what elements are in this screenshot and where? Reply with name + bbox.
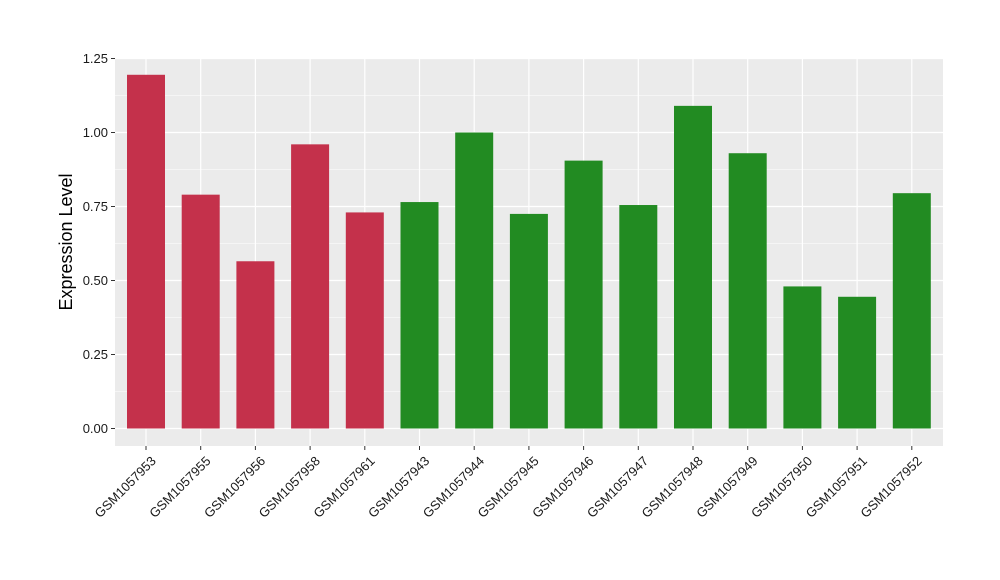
bar-GSM1057952 (892, 193, 931, 429)
bar-GSM1057948 (674, 105, 712, 429)
bars (127, 74, 931, 429)
y-tick-label: 1.25 (83, 51, 108, 66)
bar-GSM1057943 (400, 202, 439, 429)
y-tick-label: 0.00 (83, 421, 108, 436)
bar-GSM1057946 (564, 160, 603, 429)
y-axis: 0.00 0.25 0.50 0.75 1.00 1.25 (83, 51, 115, 436)
bar-GSM1057961 (345, 212, 384, 429)
bar-GSM1057950 (783, 286, 822, 429)
bar-GSM1057955 (181, 194, 220, 429)
x-axis: GSM1057953GSM1057955GSM1057956GSM1057958… (92, 446, 925, 521)
bar-GSM1057949 (728, 153, 767, 429)
y-tick-label: 0.75 (83, 199, 108, 214)
bar-GSM1057951 (838, 296, 877, 429)
bar-GSM1057947 (619, 205, 658, 429)
y-axis-title: Expression Level (56, 173, 76, 310)
y-tick-label: 1.00 (83, 125, 108, 140)
y-tick-label: 0.50 (83, 273, 108, 288)
bar-GSM1057956 (236, 261, 275, 429)
bar-GSM1057958 (291, 144, 330, 429)
bar-GSM1057953 (127, 74, 165, 429)
y-tick-label: 0.25 (83, 347, 108, 362)
bar-GSM1057945 (509, 213, 548, 429)
bar-GSM1057944 (455, 132, 494, 429)
